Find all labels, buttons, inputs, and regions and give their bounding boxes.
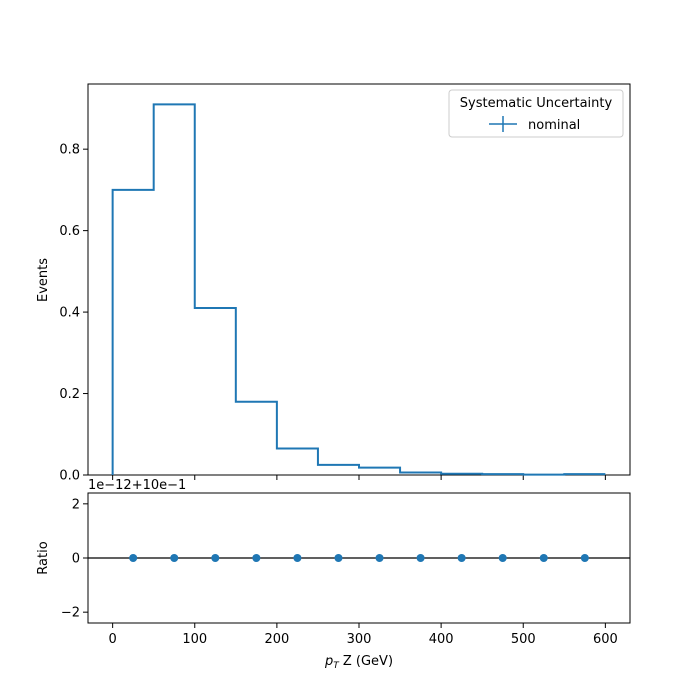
ratio-x-tick-label: 0 xyxy=(108,632,116,647)
ratio-point xyxy=(334,554,343,562)
histogram-nominal-line xyxy=(111,103,606,476)
histogram-y-tick-label: 0.2 xyxy=(59,387,80,402)
ratio-y-ticks: −2 0 2 xyxy=(61,497,88,621)
ratio-y-tick-label: 0 xyxy=(72,552,80,567)
ratio-point xyxy=(580,554,589,562)
x-axis-label-p: p xyxy=(324,654,333,669)
legend: Systematic Uncertainty nominal xyxy=(448,89,624,138)
ratio-point xyxy=(211,554,220,562)
ratio-y-tick-label: 2 xyxy=(72,497,80,512)
x-axis-label: pT Z (GeV) xyxy=(324,654,393,671)
ratio-point xyxy=(498,554,507,562)
ratio-y-axis-label: Ratio xyxy=(36,541,51,574)
ratio-point xyxy=(129,554,138,562)
ratio-y-tick-label: −2 xyxy=(61,606,80,621)
histogram-y-tick-label: 0.6 xyxy=(59,224,80,239)
histogram-y-axis-label: Events xyxy=(36,258,51,302)
legend-box xyxy=(448,89,624,138)
ratio-point xyxy=(416,554,425,562)
ratio-point xyxy=(457,554,466,562)
histogram-x-ticks xyxy=(112,475,606,480)
ratio-x-tick-label: 500 xyxy=(511,632,536,647)
ratio-point xyxy=(252,554,261,562)
legend-nominal-marker xyxy=(489,116,517,132)
ratio-x-tick-label: 600 xyxy=(593,632,618,647)
histogram-y-tick-label: 0.0 xyxy=(59,469,80,484)
histogram-panel: 0.0 0.2 0.4 0.6 0.8 Events Systematic Uncert… xyxy=(36,83,631,484)
ratio-x-tick-label: 100 xyxy=(182,632,207,647)
ratio-point xyxy=(539,554,548,562)
legend-title: Systematic Uncertainty xyxy=(460,96,613,111)
legend-entry-nominal: nominal xyxy=(528,118,580,133)
histogram-y-tick-label: 0.8 xyxy=(59,143,80,158)
ratio-offset-label: 1e−12+10e−1 xyxy=(88,478,186,493)
ratio-points xyxy=(129,554,589,562)
ratio-point xyxy=(170,554,179,562)
ratio-point xyxy=(375,554,384,562)
ratio-x-tick-label: 200 xyxy=(264,632,289,647)
ratio-x-tick-label: 400 xyxy=(429,632,454,647)
x-axis-label-subscript: T xyxy=(333,661,340,671)
ratio-x-ticks: 0 100 200 300 400 500 600 xyxy=(108,623,618,647)
histogram-axes-frame xyxy=(87,83,631,476)
ratio-panel: 1e−12+10e−1 −2 0 2 0 100 200 300 400 500 600 Rat… xyxy=(36,478,631,671)
histogram-y-ticks: 0.0 0.2 0.4 0.6 0.8 xyxy=(59,143,88,484)
x-axis-label-rest: Z (GeV) xyxy=(339,654,393,669)
ratio-point xyxy=(293,554,302,562)
ratio-x-tick-label: 300 xyxy=(347,632,372,647)
histogram-y-tick-label: 0.4 xyxy=(59,306,80,321)
